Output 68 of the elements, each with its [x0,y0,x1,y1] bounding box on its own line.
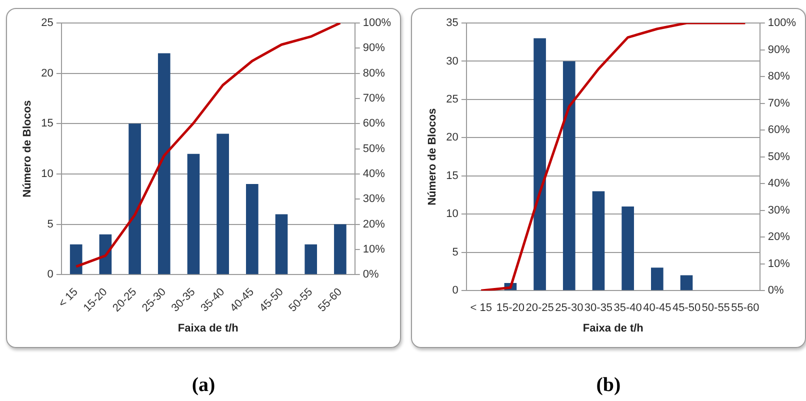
bar [128,124,141,274]
bar [334,224,346,274]
y-tick-label: 0 [47,268,54,281]
y2-tick-label: 90% [362,42,386,54]
y2-tick-label: 50% [362,142,386,155]
y-tick-label: 15 [446,170,458,182]
x-tick-label: 40-45 [643,302,672,314]
bar [275,214,288,274]
y2-tick-label: 0% [768,284,784,297]
y2-tick-label: 20% [362,218,386,230]
x-tick-label: < 15 [470,302,492,314]
y2-tick-label: 30% [768,204,790,216]
bar [562,61,576,290]
y2-tick-label: 60% [362,118,386,130]
y2-tick-label: 10% [362,243,386,256]
x-tick-label: 35-40 [614,302,642,314]
x-tick-label: 20-25 [526,302,554,314]
y-tick-label: 10 [446,208,458,220]
y2-tick-label: 40% [362,168,386,180]
bar [622,206,634,290]
y2-tick-label: 90% [768,44,790,56]
y-tick-label: 35 [446,17,458,30]
y-tick-label: 30 [446,55,458,68]
y2-tick-label: 100% [362,17,392,30]
y-axis-title: Número de Blocos [426,108,439,206]
y2-tick-label: 70% [768,97,790,110]
x-tick-label: 25-30 [555,302,584,314]
x-tick-label: 45-50 [672,302,701,314]
y2-tick-label: 0% [362,268,379,281]
y-tick-label: 20 [41,67,54,80]
text: (b) [595,374,622,397]
y-tick-label: 5 [452,246,458,258]
bar [216,134,229,274]
y2-tick-label: 30% [362,193,386,206]
x-axis-title: Faixa de t/h [582,322,644,334]
bar [534,38,546,290]
bar [187,154,200,274]
y-tick-label: 20 [446,132,458,144]
x-axis-title: Faixa de t/h [178,322,239,334]
y2-tick-label: 80% [768,70,790,83]
y-tick-label: 25 [446,93,458,106]
bar [304,244,318,274]
bar [70,244,82,274]
y-axis-title: Número de Blocos [22,100,34,198]
bar [246,184,258,274]
y-tick-label: 0 [452,284,458,297]
y2-tick-label: 20% [768,231,790,244]
y-tick-label: 10 [41,168,54,180]
y2-tick-label: 40% [768,178,790,190]
x-tick-label: 30-35 [584,302,613,314]
text: (a) [190,374,216,397]
y2-tick-label: 80% [362,67,386,80]
y2-tick-label: 50% [768,150,790,163]
y-tick-label: 5 [47,218,54,230]
x-tick-label: 50-55 [702,302,730,314]
bar [158,53,170,274]
x-tick-label: 15-20 [496,302,525,314]
x-tick-label: < 15 [56,286,80,310]
y2-tick-label: 70% [362,92,386,105]
x-tick-label: 55-60 [731,302,760,314]
y2-tick-label: 10% [768,258,790,270]
bar [680,275,693,290]
bar [651,268,664,290]
bar [592,191,605,290]
y2-tick-label: 60% [768,124,790,136]
y-tick-label: 25 [41,17,54,30]
y2-tick-label: 100% [768,17,796,30]
y-tick-label: 15 [41,118,54,130]
